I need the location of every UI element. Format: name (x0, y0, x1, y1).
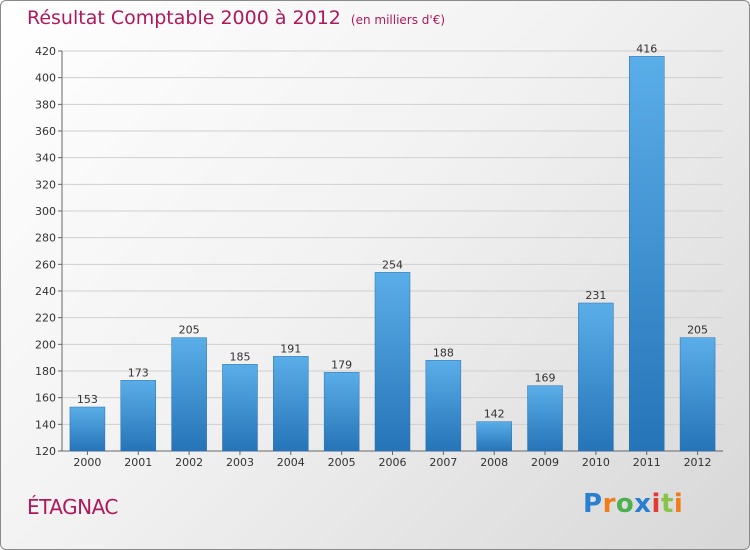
chart-title: Résultat Comptable 2000 à 2012 (en millie… (27, 7, 445, 29)
x-tick-label-2006: 2006 (379, 456, 407, 469)
data-label-2001: 173 (128, 366, 149, 379)
x-tick-label-2001: 2001 (124, 456, 152, 469)
y-tick-label: 180 (35, 365, 56, 378)
y-tick-label: 340 (35, 152, 56, 165)
x-tick-label-2008: 2008 (480, 456, 508, 469)
data-label-2009: 169 (535, 372, 556, 385)
bar-2000 (69, 406, 106, 452)
y-tick-label: 260 (35, 258, 56, 271)
title-text: Résultat Comptable 2000 à 2012 (27, 7, 341, 29)
logo-letter: i (673, 489, 684, 519)
data-label-2007: 188 (433, 346, 454, 359)
bar-2007 (425, 360, 462, 452)
bar-2002 (171, 337, 207, 452)
y-tick-label: 200 (35, 338, 56, 351)
bar-2006 (374, 272, 411, 452)
logo-letter: r (602, 489, 616, 519)
data-label-2004: 191 (280, 342, 301, 355)
x-tick-label-2007: 2007 (429, 456, 457, 469)
y-tick-label: 140 (35, 418, 56, 431)
unit-label: (en milliers d'€) (350, 13, 446, 27)
x-tick-label-2011: 2011 (633, 456, 661, 469)
data-label-2012: 205 (687, 324, 708, 337)
logo-letter: P (583, 489, 603, 519)
data-label-2005: 179 (331, 358, 352, 371)
x-tick-label-2002: 2002 (175, 456, 203, 469)
bar-2008 (476, 421, 512, 452)
data-label-2006: 254 (382, 258, 403, 271)
y-tick-label: 400 (35, 72, 56, 85)
y-tick-label: 380 (35, 98, 56, 111)
proxiti-logo: Proxiti (583, 489, 683, 519)
bar-2001 (120, 380, 157, 452)
y-tick-label: 220 (35, 312, 56, 325)
data-label-2000: 153 (77, 393, 98, 406)
y-tick-label: 360 (35, 125, 56, 138)
commune-name: ÉTAGNAC (27, 495, 118, 519)
data-label-2010: 231 (585, 289, 606, 302)
bar-2003 (222, 364, 258, 452)
data-label-2003: 185 (229, 350, 250, 363)
x-tick-label-2010: 2010 (582, 456, 610, 469)
logo-letter: i (651, 489, 661, 519)
data-label-2011: 416 (636, 42, 657, 55)
data-label-2002: 205 (179, 324, 200, 337)
bar-2010 (578, 302, 614, 452)
y-tick-label: 420 (35, 45, 56, 58)
bar-2012 (679, 337, 716, 452)
y-tick-label: 160 (35, 392, 56, 405)
bar-2009 (527, 385, 563, 452)
y-tick-label: 240 (35, 285, 56, 298)
x-tick-label-2000: 2000 (73, 456, 101, 469)
x-tick-label-2004: 2004 (277, 456, 305, 469)
y-tick-label: 320 (35, 178, 56, 191)
y-tick-label: 300 (35, 205, 56, 218)
y-tick-label: 280 (35, 232, 56, 245)
bar-2004 (273, 356, 309, 452)
data-label-2008: 142 (484, 408, 505, 421)
y-tick-label: 120 (35, 445, 56, 458)
x-tick-label-2005: 2005 (328, 456, 356, 469)
x-tick-label-2003: 2003 (226, 456, 254, 469)
logo-letter: t (660, 489, 674, 519)
bar-2005 (323, 372, 360, 452)
logo-letter: o (615, 489, 635, 519)
x-tick-label-2012: 2012 (684, 456, 712, 469)
logo-letter: x (634, 489, 652, 519)
bar-2011 (628, 56, 665, 452)
x-tick-label-2009: 2009 (531, 456, 559, 469)
